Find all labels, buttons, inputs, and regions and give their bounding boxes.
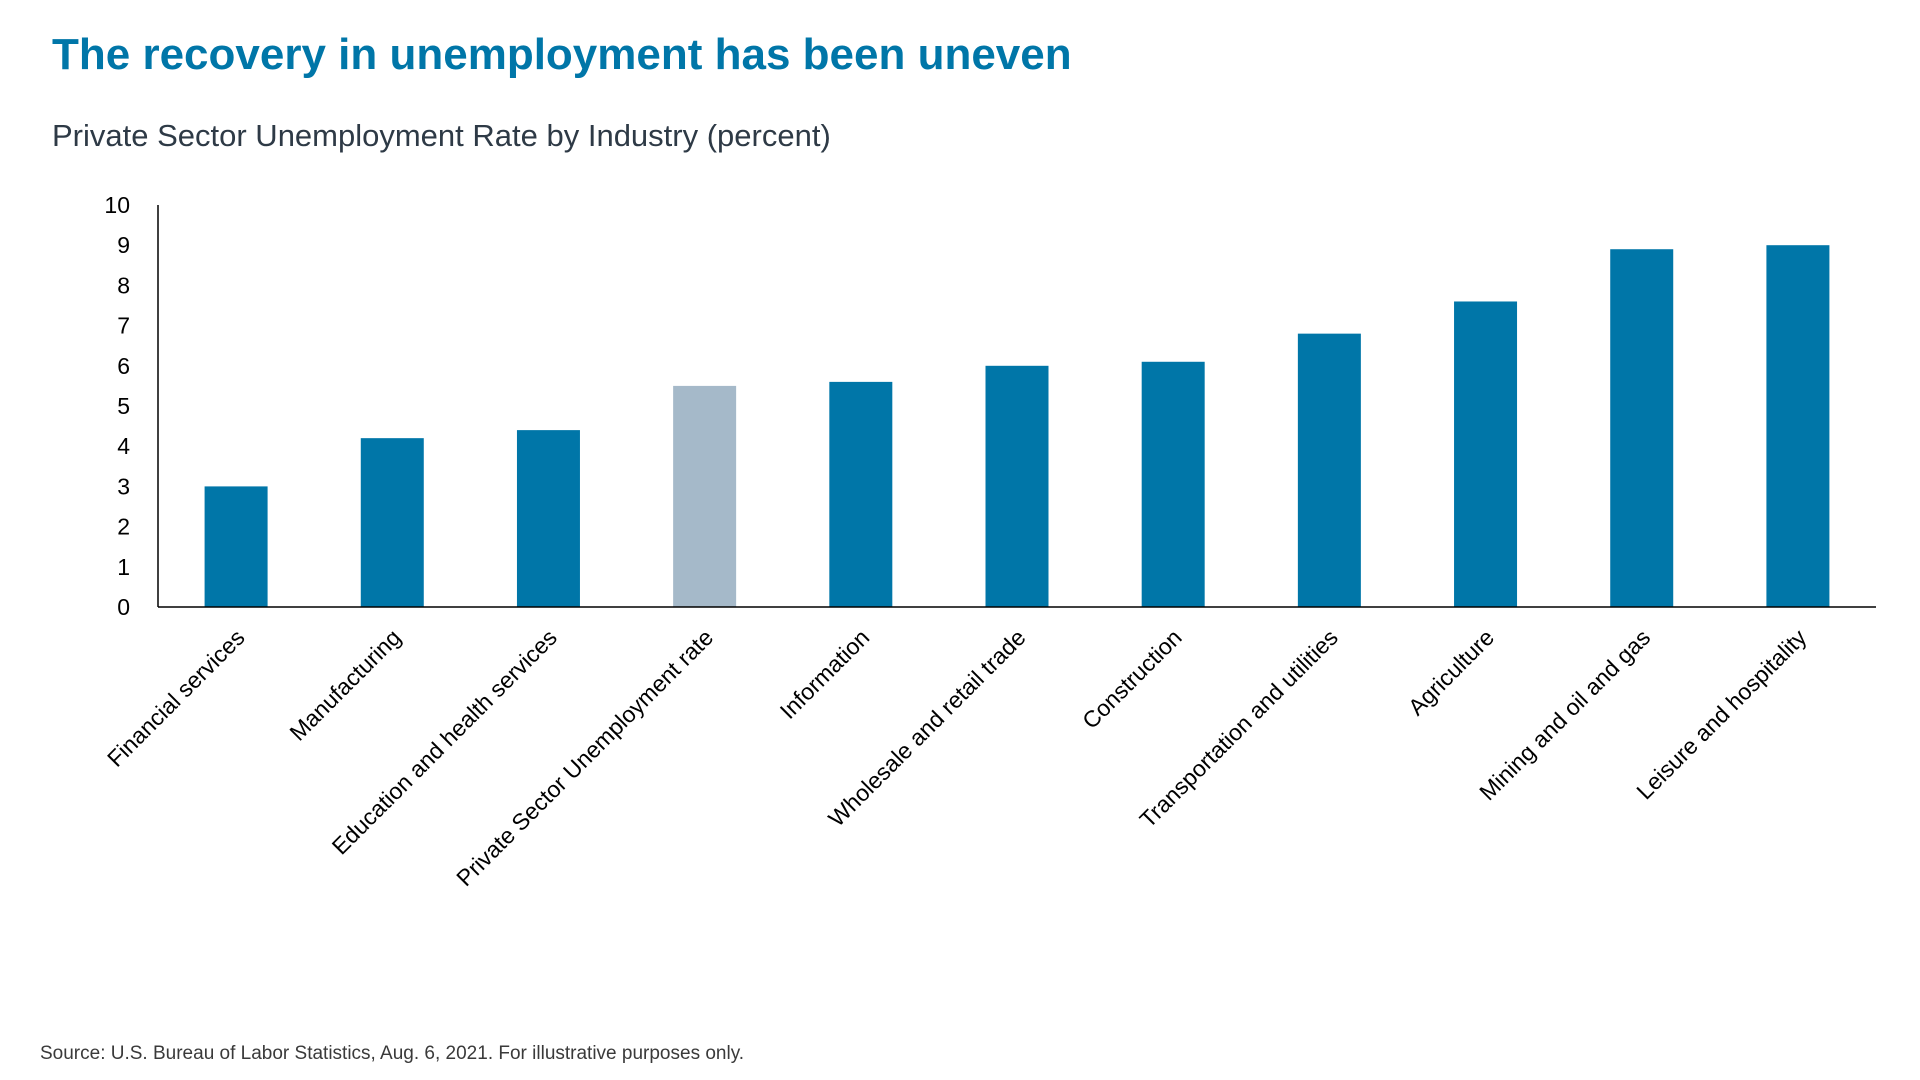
x-axis-ticks: Financial services ManufacturingEducation… [102, 624, 1812, 891]
x-tick-label: Manufacturing [284, 624, 405, 745]
bar-private-sector-unemployment-rate [673, 385, 737, 607]
y-tick-label: 3 [117, 473, 130, 499]
bar-transportation-and-utilities [1297, 333, 1361, 607]
bar-manufacturing [360, 438, 424, 607]
y-tick-label: 10 [104, 192, 130, 218]
y-tick-label: 0 [117, 594, 130, 620]
x-tick-label: Private Sector Unemployment rate [451, 624, 718, 891]
y-tick-label: 1 [117, 554, 130, 580]
x-tick-label: Mining and oil and gas [1474, 624, 1655, 805]
bar-financial-services [204, 486, 268, 607]
y-tick-label: 2 [117, 514, 130, 540]
y-tick-label: 5 [117, 393, 130, 419]
x-tick-label: Construction [1077, 624, 1187, 734]
x-tick-label: Financial services [102, 624, 250, 772]
chart-subtitle: Private Sector Unemployment Rate by Indu… [52, 118, 831, 153]
bar-construction [1141, 361, 1205, 607]
y-tick-label: 8 [117, 272, 130, 298]
x-tick-label: Agriculture [1403, 624, 1499, 720]
page-title: The recovery in unemployment has been un… [52, 30, 1072, 79]
bar-education-and-health-services [516, 430, 580, 607]
y-tick-label: 6 [117, 353, 130, 379]
y-tick-label: 9 [117, 232, 130, 258]
source-note: Source: U.S. Bureau of Labor Statistics,… [40, 1043, 745, 1064]
x-tick-label: Leisure and hospitality [1631, 624, 1812, 805]
bar-information [829, 381, 893, 607]
y-tick-label: 7 [117, 313, 130, 339]
bars-group [204, 245, 1830, 607]
y-axis-ticks: 0 1 2 3 4 5 6 7 8 9 10 [104, 192, 130, 620]
bar-leisure-and-hospitality [1766, 245, 1830, 607]
bar-wholesale-and-retail-trade [985, 365, 1049, 607]
bar-mining-and-oil-and-gas [1610, 249, 1674, 607]
x-tick-label: Information [775, 624, 875, 724]
bar-agriculture [1454, 301, 1518, 607]
y-tick-label: 4 [117, 433, 130, 459]
